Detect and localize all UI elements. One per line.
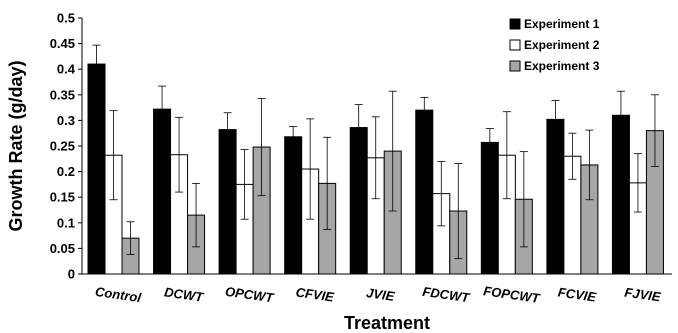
- y-tick-label: 0.45: [50, 36, 75, 51]
- error-bars: [92, 44, 659, 260]
- legend-swatch: [509, 18, 521, 30]
- y-axis-title: Growth Rate (g/day): [6, 60, 26, 231]
- bar-fopcwt-series-1: [480, 141, 499, 275]
- x-tick-label: FJVIE: [624, 285, 662, 305]
- y-tick-label: 0.15: [50, 190, 75, 205]
- legend-swatch: [509, 39, 521, 51]
- y-tick-label: 0.2: [57, 164, 75, 179]
- y-tick-label: 0.3: [57, 113, 75, 128]
- legend-label: Experiment 2: [524, 38, 600, 52]
- y-axis-ticks: 0 0.05 0.1 0.15 0.2 0.25 0.3 0.35 0.4 0.45 0.5: [50, 11, 82, 282]
- x-tick-label: FDCWT: [422, 284, 472, 306]
- y-tick-label: 0.1: [57, 215, 75, 230]
- bar-fcvie-series-1: [546, 118, 565, 275]
- x-tick-label: OPCWT: [224, 284, 275, 306]
- legend-label: Experiment 3: [524, 59, 600, 73]
- axes: [81, 18, 672, 275]
- x-tick-label: FOPCWT: [483, 283, 542, 306]
- bar-cfvie-series-1: [284, 136, 303, 275]
- legend-swatch: [509, 60, 521, 72]
- x-axis-title: Treatment: [344, 313, 430, 333]
- x-axis-ticks: Control DCWT OPCWT CFVIE JVIE FDCWT FOPCWT FCVI…: [94, 283, 662, 306]
- bar-control-series-1: [87, 63, 106, 275]
- x-tick-label: CFVIE: [295, 284, 335, 304]
- y-tick-label: 0.5: [57, 11, 75, 26]
- y-tick-label: 0.35: [50, 87, 75, 102]
- y-tick-label: 0.4: [57, 62, 76, 77]
- y-tick-label: 0: [68, 267, 75, 282]
- y-tick-label: 0.25: [50, 139, 75, 154]
- legend: Experiment 1 Experiment 2 Experiment 3: [509, 17, 600, 73]
- bar-fdcwt-series-1: [415, 109, 434, 275]
- bar-dcwt-series-1: [153, 108, 172, 275]
- x-tick-label: DCWT: [163, 284, 205, 304]
- y-tick-label: 0.05: [50, 241, 75, 256]
- x-tick-label: JVIE: [365, 285, 395, 304]
- legend-label: Experiment 1: [524, 17, 600, 31]
- x-tick-label: Control: [94, 284, 142, 305]
- x-tick-label: FCVIE: [557, 284, 597, 304]
- bar-opcwt-series-1: [218, 129, 237, 275]
